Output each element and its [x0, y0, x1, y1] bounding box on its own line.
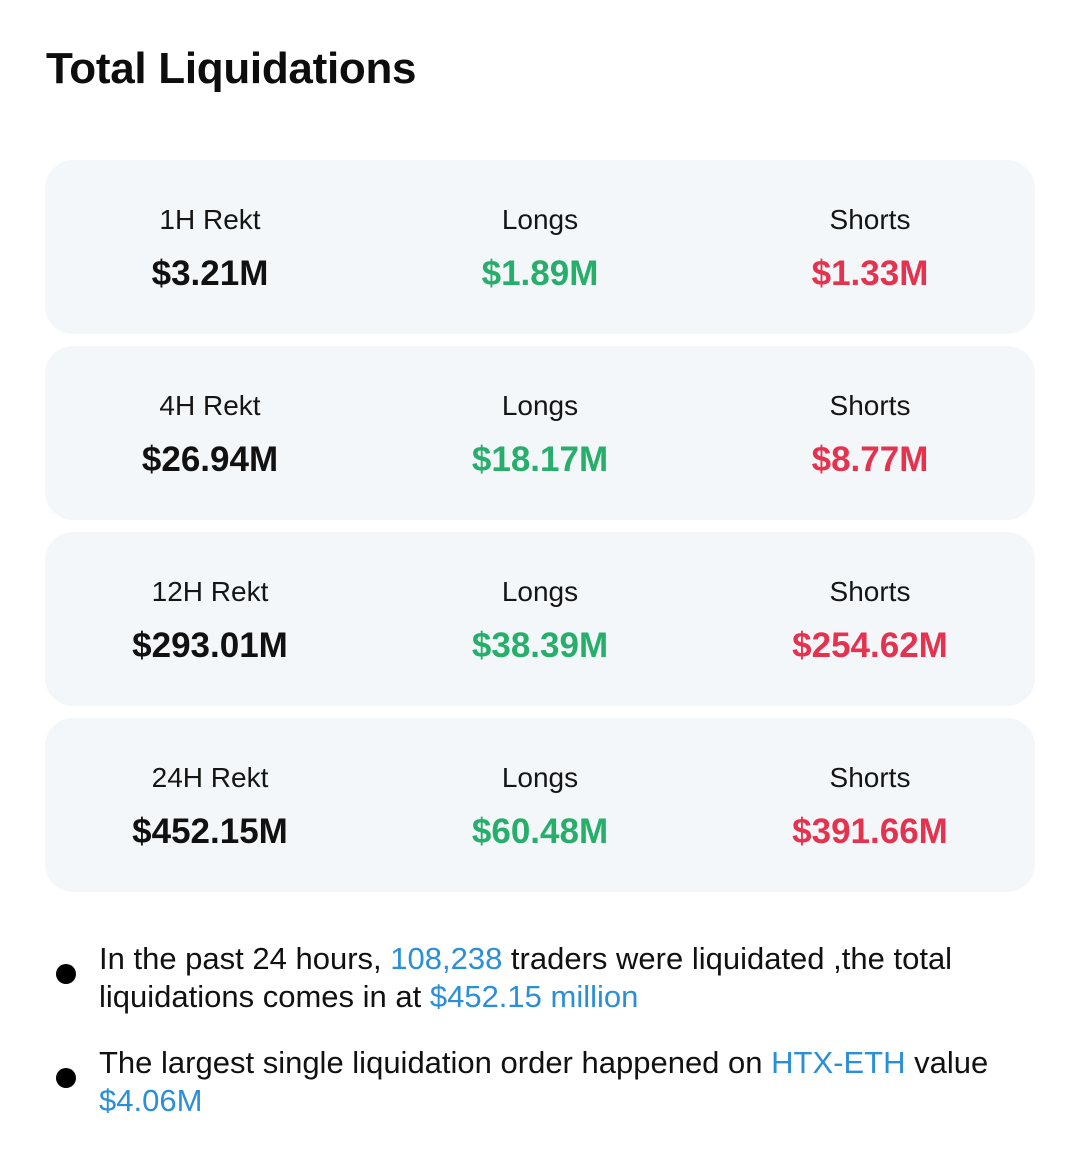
longs-column: Longs $38.39M: [375, 532, 705, 706]
total-column: 12H Rekt $293.01M: [45, 532, 375, 706]
longs-value: $18.17M: [471, 440, 609, 479]
note-text: In the past 24 hours,: [99, 941, 391, 976]
shorts-column: Shorts $391.66M: [705, 718, 1035, 892]
card-4h: 4H Rekt $26.94M Longs $18.17M Shorts $8.…: [45, 346, 1035, 520]
total-amount-link[interactable]: $452.15 million: [429, 979, 639, 1014]
bullet-icon: [56, 1068, 76, 1088]
shorts-label: Shorts: [829, 204, 911, 235]
total-value: $452.15M: [132, 812, 288, 851]
shorts-value: $254.62M: [792, 626, 948, 665]
total-value: $26.94M: [141, 440, 279, 479]
period-label: 12H Rekt: [151, 576, 269, 607]
total-column: 24H Rekt $452.15M: [45, 718, 375, 892]
longs-value: $38.39M: [471, 626, 609, 665]
longs-column: Longs $60.48M: [375, 718, 705, 892]
summary-notes: In the past 24 hours, 108,238 traders we…: [0, 940, 1080, 1148]
note-text: The largest single liquidation order hap…: [99, 1045, 772, 1080]
liquidation-cards: 1H Rekt $3.21M Longs $1.89M Shorts $1.33…: [45, 160, 1035, 904]
shorts-value: $391.66M: [792, 812, 948, 851]
page-title: Total Liquidations: [46, 44, 417, 93]
shorts-label: Shorts: [829, 390, 911, 421]
longs-label: Longs: [501, 762, 579, 793]
card-24h: 24H Rekt $452.15M Longs $60.48M Shorts $…: [45, 718, 1035, 892]
shorts-value: $1.33M: [811, 254, 929, 293]
shorts-value: $8.77M: [811, 440, 929, 479]
shorts-column: Shorts $254.62M: [705, 532, 1035, 706]
note-text: traders were liquidated ,the total liqui…: [99, 941, 953, 1014]
longs-column: Longs $18.17M: [375, 346, 705, 520]
period-label: 1H Rekt: [159, 204, 261, 235]
period-label: 24H Rekt: [151, 762, 269, 793]
exchange-link[interactable]: HTX-ETH: [771, 1045, 906, 1080]
total-value: $293.01M: [132, 626, 288, 665]
total-value: $3.21M: [151, 254, 269, 293]
period-label: 4H Rekt: [159, 390, 261, 421]
longs-label: Longs: [501, 390, 579, 421]
shorts-label: Shorts: [829, 762, 911, 793]
total-column: 4H Rekt $26.94M: [45, 346, 375, 520]
longs-value: $1.89M: [481, 254, 599, 293]
shorts-label: Shorts: [829, 576, 911, 607]
note-text: value: [905, 1045, 989, 1080]
shorts-column: Shorts $8.77M: [705, 346, 1035, 520]
longs-column: Longs $1.89M: [375, 160, 705, 334]
card-12h: 12H Rekt $293.01M Longs $38.39M Shorts $…: [45, 532, 1035, 706]
shorts-column: Shorts $1.33M: [705, 160, 1035, 334]
total-column: 1H Rekt $3.21M: [45, 160, 375, 334]
bullet-icon: [56, 964, 76, 984]
longs-value: $60.48M: [471, 812, 609, 851]
longs-label: Longs: [501, 204, 579, 235]
card-1h: 1H Rekt $3.21M Longs $1.89M Shorts $1.33…: [45, 160, 1035, 334]
note-24h-summary: In the past 24 hours, 108,238 traders we…: [0, 940, 1080, 1016]
traders-count-link[interactable]: 108,238: [390, 941, 503, 976]
note-largest-order: The largest single liquidation order hap…: [0, 1044, 1080, 1120]
order-value-link[interactable]: $4.06M: [99, 1083, 203, 1118]
longs-label: Longs: [501, 576, 579, 607]
